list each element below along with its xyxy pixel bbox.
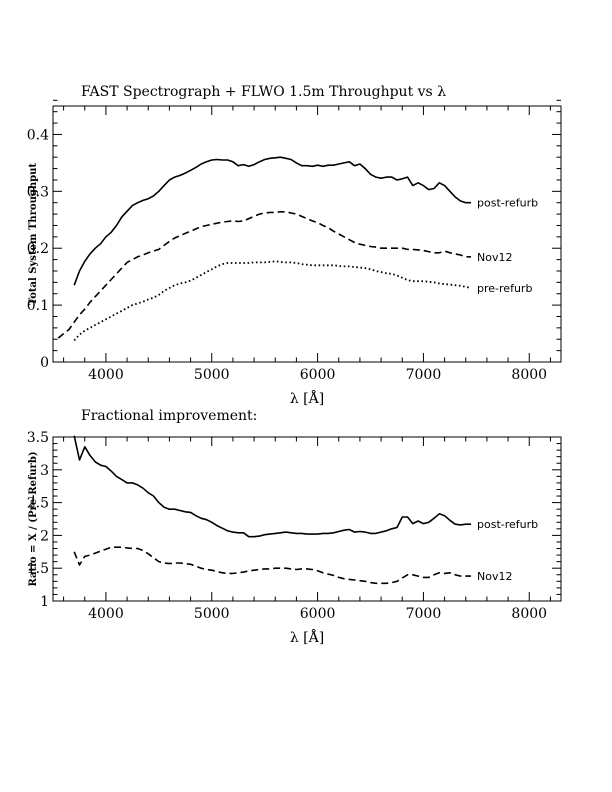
panel2-series xyxy=(73,435,471,585)
panel2-ylabel: Ratio = X / (Pre-Refurb) xyxy=(28,451,39,586)
series-label: Nov12 xyxy=(477,570,512,583)
x-tick-label: 6000 xyxy=(300,367,336,383)
x-tick-label: 4000 xyxy=(88,606,124,622)
x-tick-label: 7000 xyxy=(406,367,442,383)
y-tick-label: 2 xyxy=(40,528,49,544)
panel1-xlabel: λ [Å] xyxy=(290,389,324,407)
panel2-title: Fractional improvement: xyxy=(81,408,257,424)
series-line-post-refurb xyxy=(73,156,471,286)
throughput-panel: FAST Spectrograph + FLWO 1.5m Throughput… xyxy=(27,84,562,407)
x-tick-label: 7000 xyxy=(406,606,442,622)
x-tick-label: 5000 xyxy=(194,367,230,383)
series-line-post-refurb xyxy=(73,435,471,538)
y-tick-label: 3.5 xyxy=(27,430,49,446)
x-tick-label: 8000 xyxy=(511,606,547,622)
panel2-frame xyxy=(52,436,562,602)
y-tick-label: 0.1 xyxy=(27,298,49,314)
series-label: Nov12 xyxy=(477,251,512,264)
panel2-ticks xyxy=(53,436,561,602)
y-tick-label: 3 xyxy=(40,463,49,479)
panel1-frame xyxy=(52,105,562,363)
y-tick-label: 0 xyxy=(40,355,49,371)
panel1-tick-labels: 4000 5000 6000 7000 8000 0 0.1 0.2 0.3 0.4 xyxy=(27,127,547,383)
panel2-series-labels: post-refurb Nov12 xyxy=(477,518,538,583)
x-tick-label: 4000 xyxy=(88,367,124,383)
panel1-ylabel: Total System Throughput xyxy=(28,163,39,305)
y-tick-label: 0.3 xyxy=(27,184,49,200)
series-line-nov12 xyxy=(57,211,471,339)
x-tick-label: 5000 xyxy=(194,606,230,622)
x-tick-label: 6000 xyxy=(300,606,336,622)
y-tick-label: 1.5 xyxy=(27,561,49,577)
y-tick-label: 1 xyxy=(40,594,49,610)
series-label: pre-refurb xyxy=(477,282,532,295)
y-tick-label: 0.2 xyxy=(27,241,49,257)
ratio-panel: Fractional improvement: 4000 5000 6000 7000… xyxy=(27,408,562,646)
series-label: post-refurb xyxy=(477,518,538,531)
panel1-series-labels: post-refurb Nov12 pre-refurb xyxy=(477,197,538,295)
x-tick-label: 8000 xyxy=(511,367,547,383)
panel2-tick-labels: 4000 5000 6000 7000 8000 1 1.5 2 2.5 3 3.5 xyxy=(27,430,547,622)
panel1-ticks xyxy=(53,99,561,363)
panel1-series xyxy=(57,156,472,342)
y-tick-label: 2.5 xyxy=(27,496,49,512)
series-label: post-refurb xyxy=(477,197,538,210)
y-tick-label: 0.4 xyxy=(27,127,49,143)
series-line-pre-refurb xyxy=(73,260,472,342)
panel1-title: FAST Spectrograph + FLWO 1.5m Throughput… xyxy=(81,84,446,100)
panel2-xlabel: λ [Å] xyxy=(290,628,324,646)
series-line-nov12 xyxy=(73,546,471,585)
